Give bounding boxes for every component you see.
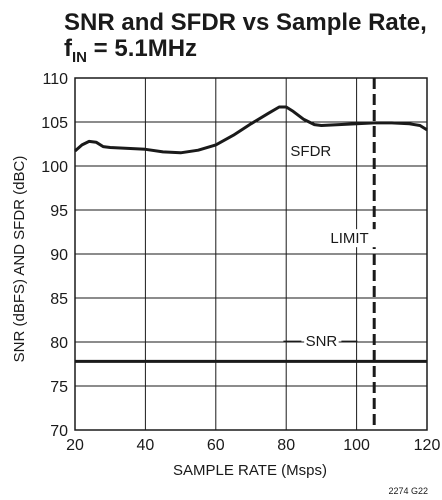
series-line-sfdr (74, 105, 428, 155)
x-tick-label: 120 (414, 437, 441, 454)
plot-area-border (74, 77, 428, 431)
y-tick-label: 105 (41, 115, 68, 132)
snr-label: SNR (306, 333, 338, 350)
y-tick-label: 70 (50, 423, 68, 440)
title-subscript: IN (72, 49, 87, 66)
x-tick-label: 40 (137, 437, 155, 454)
y-tick-label: 75 (50, 379, 68, 396)
chart-title-line-1: SNR and SFDR vs Sample Rate, (64, 9, 427, 36)
x-axis-label: SAMPLE RATE (Msps) (173, 462, 327, 479)
y-tick-label: 85 (50, 291, 68, 308)
y-tick-label: 80 (50, 335, 68, 352)
annotation-background (288, 142, 333, 161)
x-tick-label: 60 (207, 437, 225, 454)
y-tick-label: 110 (42, 71, 68, 88)
y-tick-label: 95 (50, 203, 68, 220)
x-tick-label: 100 (343, 437, 370, 454)
chart-title-line-2: fIN = 5.1MHz (64, 35, 197, 66)
y-axis-label: SNR (dBFS) AND SFDR (dBC) (11, 156, 28, 363)
annotation-background (304, 332, 339, 351)
plot-frame (74, 77, 428, 431)
title-frequency: = 5.1MHz (87, 35, 197, 62)
annotations: SFDR LIMIT SNR (283, 142, 377, 351)
x-tick-label: 20 (66, 437, 84, 454)
tick-labels: 20 40 60 80 100 120 70 75 80 85 90 95 100 105 110 (41, 71, 440, 454)
sfdr-label: SFDR (290, 143, 331, 160)
title-f-symbol: f (64, 35, 73, 62)
figure-code: 2274 G22 (388, 486, 428, 496)
y-tick-label: 100 (41, 159, 68, 176)
annotation-background (322, 229, 377, 248)
x-tick-label: 80 (277, 437, 295, 454)
y-tick-label: 90 (50, 247, 68, 264)
data-series (74, 78, 428, 430)
limit-label: LIMIT (330, 230, 368, 247)
